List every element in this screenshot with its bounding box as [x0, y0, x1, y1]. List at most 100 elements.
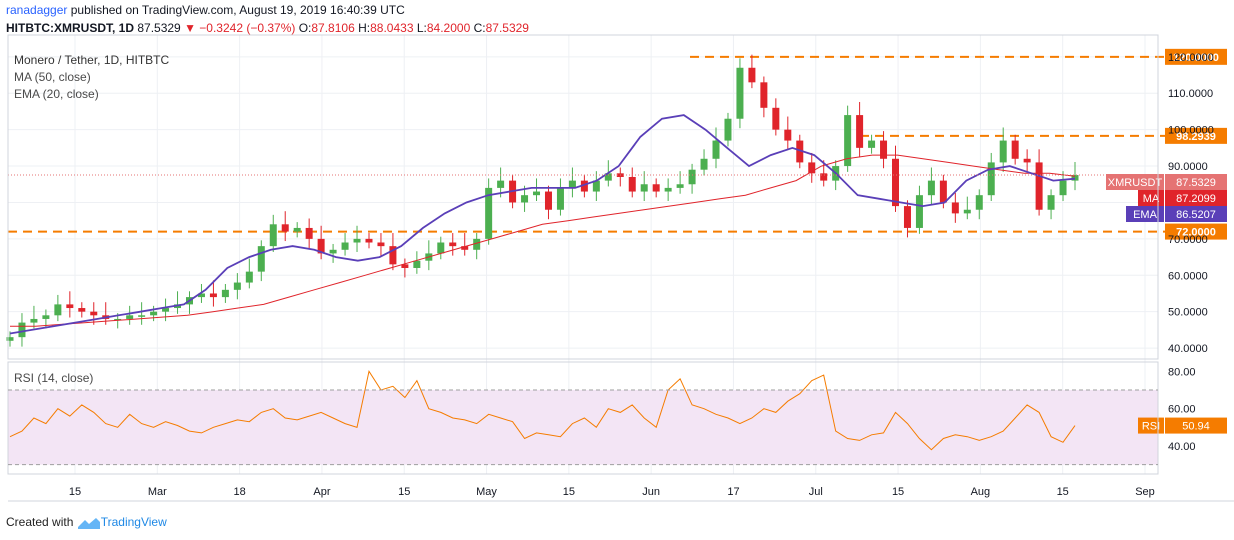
candle-body-50: [604, 173, 612, 181]
horizontal-levels: 120.0000 98.2939 72.0000: [8, 48, 1227, 240]
candles: [6, 54, 1079, 347]
candle-body-19: [233, 282, 241, 290]
time-tick-12: 15: [1057, 486, 1069, 498]
candle-body-79: [951, 202, 959, 214]
candle-body-62: [748, 67, 756, 83]
candle-body-11: [138, 315, 146, 317]
ema-legend[interactable]: EMA (20, close): [14, 87, 99, 101]
candle-body-32: [389, 246, 397, 265]
candle-body-40: [485, 187, 493, 239]
time-tick-10: 15: [892, 486, 904, 498]
candle-body-7: [90, 311, 98, 316]
ma-legend[interactable]: MA (50, close): [14, 70, 91, 84]
publish-info: published on TradingView.com, August 19,…: [70, 3, 405, 17]
candle-body-67: [808, 162, 816, 174]
candle-body-56: [676, 184, 684, 188]
candle-body-22: [269, 224, 277, 247]
candle-body-66: [796, 140, 804, 163]
candle-body-64: [772, 107, 780, 130]
rsi-band: [8, 390, 1158, 465]
candle-body-6: [78, 308, 86, 312]
rsi-tick-2: 80.00: [1168, 366, 1196, 378]
candle-body-34: [413, 260, 421, 268]
candle-body-44: [533, 191, 541, 196]
price-tick-5: 90.0000: [1168, 161, 1208, 173]
price-tag-value-1: [1165, 190, 1227, 206]
candle-body-81: [975, 195, 983, 210]
candle-body-12: [150, 311, 158, 316]
time-tick-4: 15: [398, 486, 410, 498]
publish-line: ranadagger published on TradingView.com,…: [6, 3, 405, 17]
price-tick-0: 40.0000: [1168, 343, 1208, 355]
candle-body-26: [317, 238, 325, 254]
time-tick-6: 15: [563, 486, 575, 498]
price-tag-name-0: [1106, 174, 1164, 190]
candle-body-3: [42, 315, 50, 319]
candle-body-49: [592, 180, 600, 192]
candle-body-18: [221, 289, 229, 298]
open-label: O:: [298, 21, 312, 35]
time-tick-0: 15: [69, 486, 81, 498]
candle-body-27: [329, 249, 337, 254]
last-price: 87.5329: [137, 21, 181, 35]
level-tag-1: [1165, 127, 1227, 144]
level-label-0: 120.0000: [1173, 52, 1219, 64]
price-tick-2: 60.0000: [1168, 270, 1208, 282]
candle-body-85: [1023, 158, 1031, 163]
rsi-legend[interactable]: RSI (14, close): [14, 371, 94, 385]
candle-body-89: [1071, 175, 1079, 181]
price-tag-value-text-0: 87.5329: [1176, 177, 1216, 189]
candle-body-52: [628, 176, 636, 192]
rsi-axis: 40.00 60.00 80.00: [1168, 366, 1196, 453]
level-label-1: 98.2939: [1176, 131, 1216, 143]
price-tick-1: 50.0000: [1168, 307, 1208, 319]
candle-body-63: [760, 82, 768, 108]
candle-body-47: [568, 180, 576, 188]
open-value: 87.8106: [311, 21, 355, 35]
rsi-line: [9, 370, 1076, 451]
candle-body-1: [18, 322, 26, 338]
price-tags: XMRUSDT 87.5329 MA 87.2099 EMA 86.5207 RSI 50.9…: [1106, 174, 1227, 434]
chart-title: Monero / Tether, 1D, HITBTC: [14, 53, 170, 67]
candle-body-4: [54, 304, 62, 316]
tradingview-brand[interactable]: TradingView: [100, 515, 167, 529]
candle-body-41: [497, 180, 505, 188]
price-tag-value-2: [1165, 206, 1227, 222]
rsi-tick-0: 40.00: [1168, 441, 1196, 453]
rsi-tick-1: 60.00: [1168, 404, 1196, 416]
candle-body-70: [844, 115, 852, 167]
time-axis: 15 Mar 18 Apr 15 May 15 Jun 17 Jul 15 Aug 15 Sep: [69, 486, 1155, 498]
candle-body-33: [401, 264, 409, 268]
candle-body-2: [30, 318, 38, 323]
candle-body-53: [640, 184, 648, 192]
rsi-tag-value-text: 50.94: [1182, 421, 1210, 433]
time-tick-8: 17: [727, 486, 739, 498]
candle-body-5: [66, 304, 74, 309]
price-tag-value-text-2: 86.5207: [1176, 209, 1216, 221]
author-link[interactable]: ranadagger: [6, 3, 68, 17]
price-tag-value-0: [1165, 174, 1227, 190]
candle-body-87: [1047, 195, 1055, 210]
level-tag-0: [1165, 48, 1227, 65]
candle-body-84: [1011, 140, 1019, 159]
level-label-2: 72.0000: [1176, 227, 1216, 239]
candle-body-48: [580, 180, 588, 192]
symbol-line: HITBTC:XMRUSDT, 1D 87.5329 ▼ −0.3242 (−0…: [6, 21, 529, 35]
candle-body-68: [820, 173, 828, 181]
candle-body-13: [162, 308, 170, 312]
rsi-tag-name-text: RSI: [1142, 421, 1160, 433]
price-tick-8: 120.0000: [1168, 52, 1214, 64]
ma-line: [10, 154, 1076, 327]
candle-body-72: [868, 140, 876, 148]
candle-body-78: [939, 180, 947, 203]
candle-body-31: [377, 242, 385, 247]
ema-line: [9, 114, 1076, 335]
candle-body-9: [114, 318, 122, 321]
chart-grid: [8, 35, 1158, 474]
candle-body-60: [724, 118, 732, 141]
candle-body-29: [353, 238, 361, 243]
candle-body-0: [6, 337, 14, 341]
candle-body-59: [712, 140, 720, 159]
created-with-label: Created with: [6, 515, 74, 529]
